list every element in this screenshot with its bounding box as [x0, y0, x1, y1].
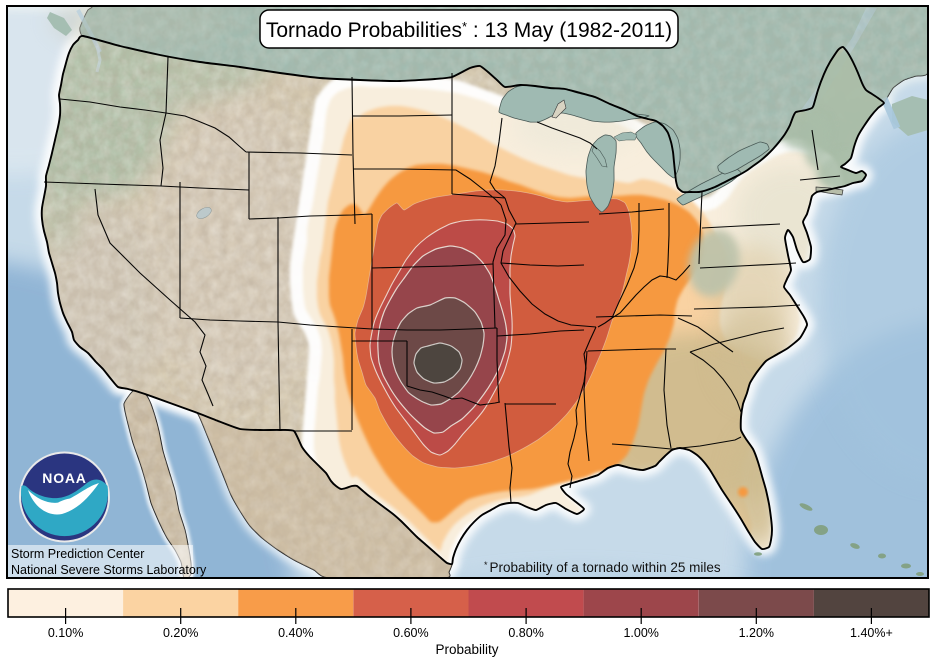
- svg-text:0.10%: 0.10%: [48, 626, 83, 640]
- svg-text:1.40%+: 1.40%+: [850, 626, 893, 640]
- svg-text:*Probability of a tornado with: * Probability of a tornado within 25 mile…: [484, 560, 721, 575]
- svg-text:0.40%: 0.40%: [278, 626, 313, 640]
- svg-text:National Severe Storms Laborat: National Severe Storms Laboratory: [11, 563, 207, 577]
- svg-text:0.80%: 0.80%: [508, 626, 543, 640]
- svg-text:0.20%: 0.20%: [163, 626, 198, 640]
- svg-text:Probability: Probability: [435, 642, 498, 657]
- svg-text:Tornado Probabilities* : 13 Ma: Tornado Probabilities* : 13 May (1982-20…: [266, 19, 672, 42]
- svg-text:NOAA: NOAA: [42, 470, 86, 486]
- svg-text:1.20%: 1.20%: [739, 626, 774, 640]
- svg-text:0.60%: 0.60%: [393, 626, 428, 640]
- svg-text:Storm Prediction Center: Storm Prediction Center: [11, 547, 144, 561]
- svg-text:1.00%: 1.00%: [623, 626, 658, 640]
